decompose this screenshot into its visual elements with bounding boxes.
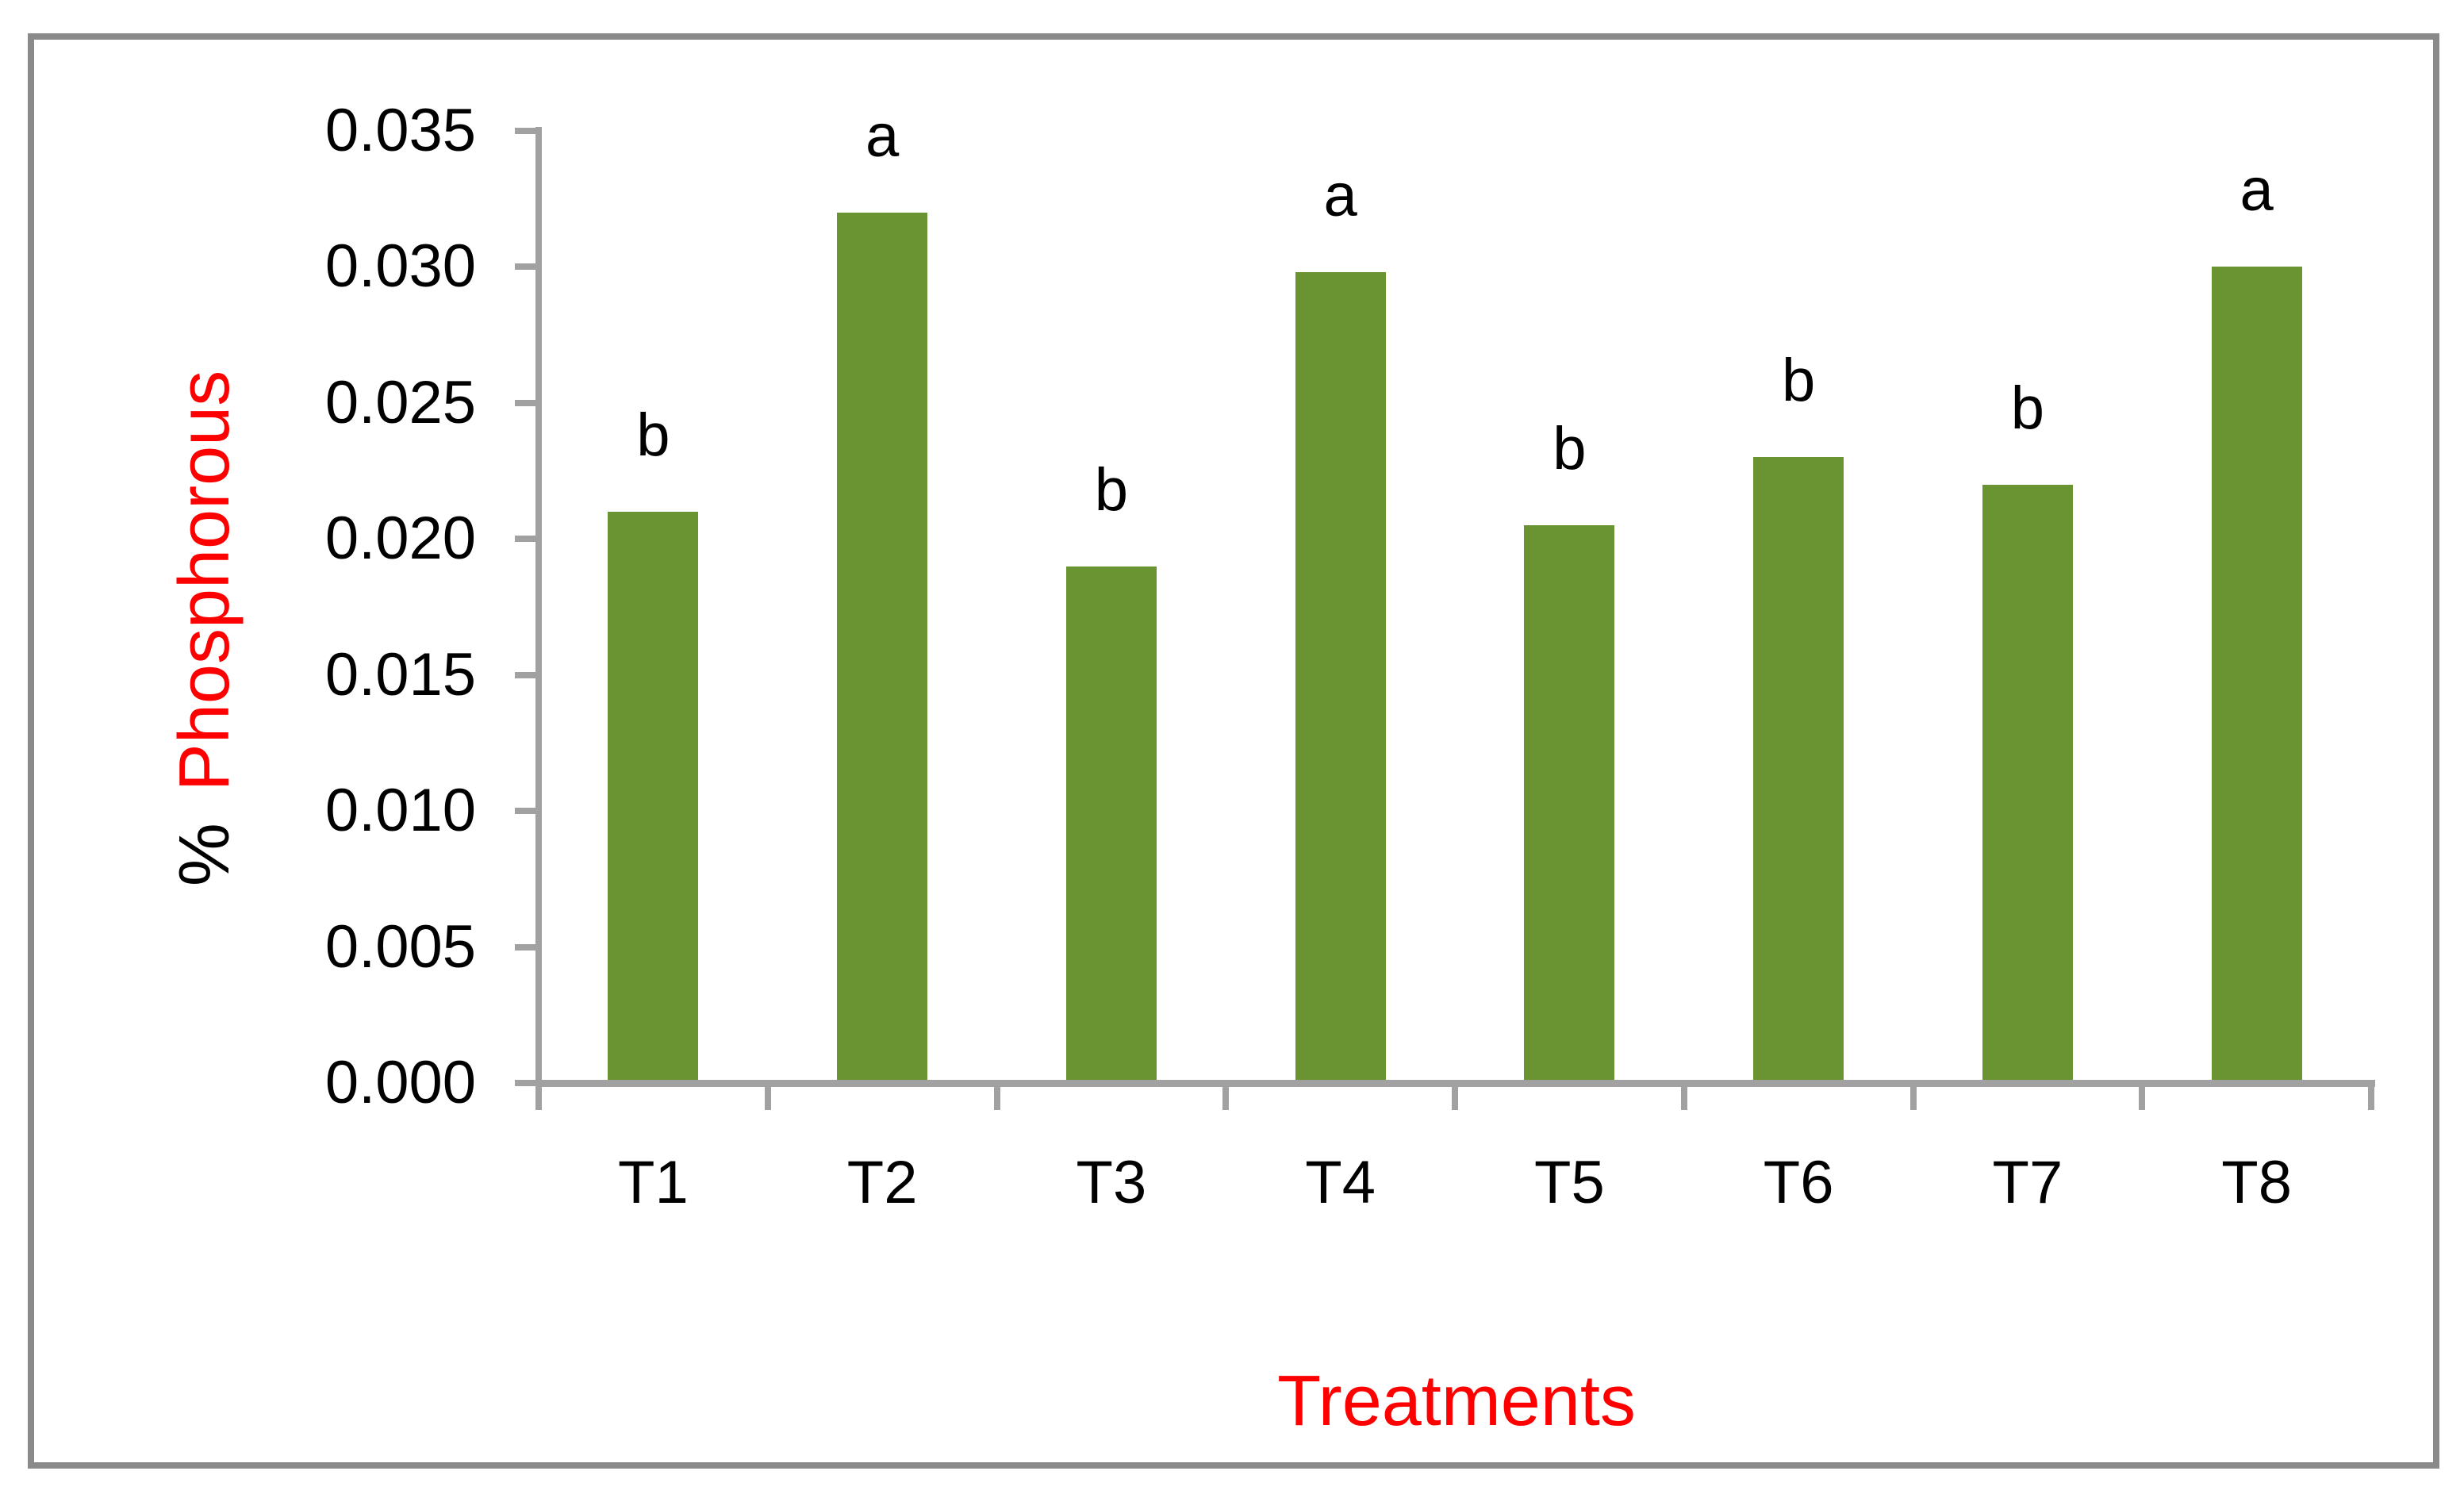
bar-significance-letter: b <box>1781 347 1816 415</box>
x-axis-tick <box>1452 1086 1458 1110</box>
x-tick-label: T6 <box>1763 1149 1834 1216</box>
y-axis-tick <box>515 263 535 271</box>
axis-titles-layer: % Phosphorous Treatments <box>6 6 2464 1494</box>
y-axis-title-phosphorous: Phosphorous <box>165 370 244 792</box>
y-axis-tick <box>515 671 535 678</box>
x-axis-tick <box>535 1086 542 1110</box>
x-tick-label: T2 <box>846 1149 918 1216</box>
x-tick-label: T7 <box>1992 1149 2063 1216</box>
y-tick-label: 0.015 <box>324 640 476 709</box>
bar-significance-letter: b <box>1094 455 1129 524</box>
x-axis-line <box>535 1080 2375 1087</box>
x-axis-tick <box>1680 1086 1687 1110</box>
bar <box>837 212 928 1080</box>
y-axis-title-percent: % <box>165 823 244 887</box>
y-tick-label: 0.025 <box>324 368 476 436</box>
bar-significance-letter: b <box>636 401 670 469</box>
x-axis-tick <box>2139 1086 2146 1110</box>
y-tick-label: 0.035 <box>324 96 476 164</box>
x-axis-tick <box>764 1086 771 1110</box>
y-tick-label: 0.005 <box>324 912 476 981</box>
y-axis-tick <box>515 399 535 406</box>
x-tick-label: T3 <box>1076 1149 1147 1216</box>
y-tick-label: 0.030 <box>324 232 476 301</box>
bar-significance-letter: a <box>2239 156 2274 225</box>
x-axis-tick <box>993 1086 1000 1110</box>
bar <box>1295 272 1386 1080</box>
x-tick-label: T1 <box>618 1149 689 1216</box>
x-axis-tick <box>1909 1086 1917 1110</box>
y-axis-tick <box>515 943 535 951</box>
x-axis-tick <box>2368 1086 2374 1110</box>
bar <box>608 511 699 1080</box>
x-tick-label: T8 <box>2221 1149 2292 1216</box>
bar <box>2211 267 2302 1080</box>
y-axis-tick <box>515 1080 535 1086</box>
y-tick-label: 0.020 <box>324 505 476 573</box>
y-axis-tick <box>515 808 535 815</box>
bar-significance-letter: a <box>1323 162 1357 230</box>
y-tick-label: 0.000 <box>324 1049 476 1116</box>
x-axis-title: Treatments <box>1277 1361 1636 1441</box>
bar <box>1524 525 1615 1080</box>
bar-significance-letter: b <box>1552 415 1587 483</box>
bar <box>1065 566 1157 1080</box>
y-axis-title: % Phosphorous <box>160 271 249 985</box>
x-axis-tick <box>1222 1086 1230 1110</box>
y-axis-tick <box>515 536 535 543</box>
x-tick-label: T4 <box>1305 1149 1376 1216</box>
x-tick-label: T5 <box>1534 1149 1605 1216</box>
bar-significance-letter: a <box>865 102 900 170</box>
chart-frame: b T1 a T2 b T3 a T4 b T5 b T6 b T7 a T8 0.000 0.005 0.010 0… <box>28 33 2439 1469</box>
y-tick-label: 0.010 <box>324 777 476 845</box>
plot-area: b T1 a T2 b T3 a T4 b T5 b T6 b T7 a T8 0.000 0.005 0.010 0… <box>6 6 2464 1494</box>
bar-significance-letter: b <box>2010 374 2045 442</box>
y-axis-line <box>535 127 542 1086</box>
bar <box>1753 457 1844 1080</box>
y-axis-tick <box>515 127 535 134</box>
bar <box>1982 484 2073 1080</box>
